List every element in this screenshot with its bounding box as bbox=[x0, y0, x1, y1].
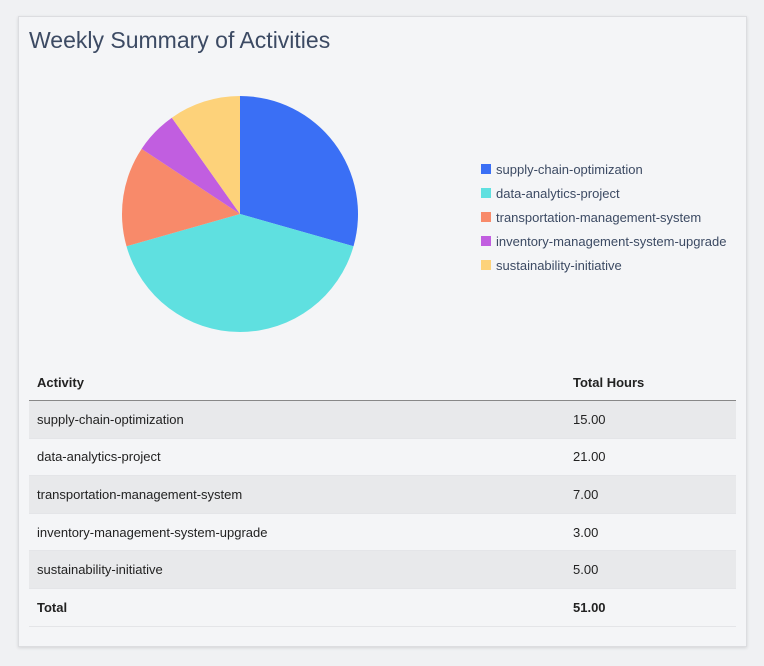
table-row: data-analytics-project 21.00 bbox=[29, 438, 736, 477]
cell-hours: 7.00 bbox=[565, 475, 736, 514]
cell-hours: 21.00 bbox=[565, 438, 736, 477]
cell-hours: 3.00 bbox=[565, 513, 736, 552]
legend-swatch bbox=[481, 212, 491, 222]
legend-swatch bbox=[481, 164, 491, 174]
cell-activity: sustainability-initiative bbox=[29, 550, 565, 589]
cell-hours: 5.00 bbox=[565, 550, 736, 589]
legend-item[interactable]: transportation-management-system bbox=[481, 205, 727, 229]
legend-swatch bbox=[481, 236, 491, 246]
pie-slice-inventory-management-system-upgrade[interactable] bbox=[141, 117, 240, 214]
legend-item[interactable]: sustainability-initiative bbox=[481, 253, 727, 277]
legend: supply-chain-optimization data-analytics-… bbox=[481, 157, 727, 277]
legend-label: sustainability-initiative bbox=[496, 257, 622, 273]
header-total-hours: Total Hours bbox=[565, 364, 736, 401]
total-label: Total bbox=[29, 588, 565, 627]
pie-slice-sustainability-initiative[interactable] bbox=[171, 96, 240, 214]
legend-item[interactable]: supply-chain-optimization bbox=[481, 157, 727, 181]
legend-swatch bbox=[481, 188, 491, 198]
total-row: Total 51.00 bbox=[29, 588, 736, 627]
cell-activity: data-analytics-project bbox=[29, 438, 565, 477]
summary-table: Activity Total Hours supply-chain-optimi… bbox=[29, 364, 736, 627]
table-row: transportation-management-system 7.00 bbox=[29, 475, 736, 514]
table-row: sustainability-initiative 5.00 bbox=[29, 550, 736, 589]
total-hours-value: 51.00 bbox=[565, 588, 736, 627]
legend-label: transportation-management-system bbox=[496, 209, 702, 225]
legend-swatch bbox=[481, 260, 491, 270]
legend-item[interactable]: inventory-management-system-upgrade bbox=[481, 229, 727, 253]
pie-slice-data-analytics-project[interactable] bbox=[126, 214, 354, 332]
legend-label: supply-chain-optimization bbox=[496, 161, 643, 177]
pie-chart bbox=[122, 96, 358, 332]
legend-label: data-analytics-project bbox=[496, 185, 620, 201]
chart-card: Weekly Summary of Activities supply-chai… bbox=[18, 16, 747, 647]
header-activity: Activity bbox=[29, 364, 565, 401]
table-row: supply-chain-optimization 15.00 bbox=[29, 400, 736, 439]
legend-label: inventory-management-system-upgrade bbox=[496, 233, 727, 249]
pie-slice-supply-chain-optimization[interactable] bbox=[240, 96, 358, 247]
cell-activity: transportation-management-system bbox=[29, 475, 565, 514]
cell-hours: 15.00 bbox=[565, 400, 736, 439]
page-title: Weekly Summary of Activities bbox=[29, 27, 331, 53]
legend-item[interactable]: data-analytics-project bbox=[481, 181, 727, 205]
cell-activity: supply-chain-optimization bbox=[29, 400, 565, 439]
table-row: inventory-management-system-upgrade 3.00 bbox=[29, 513, 736, 552]
cell-activity: inventory-management-system-upgrade bbox=[29, 513, 565, 552]
table-header-row: Activity Total Hours bbox=[29, 364, 736, 401]
pie-slice-transportation-management-system[interactable] bbox=[122, 148, 240, 247]
